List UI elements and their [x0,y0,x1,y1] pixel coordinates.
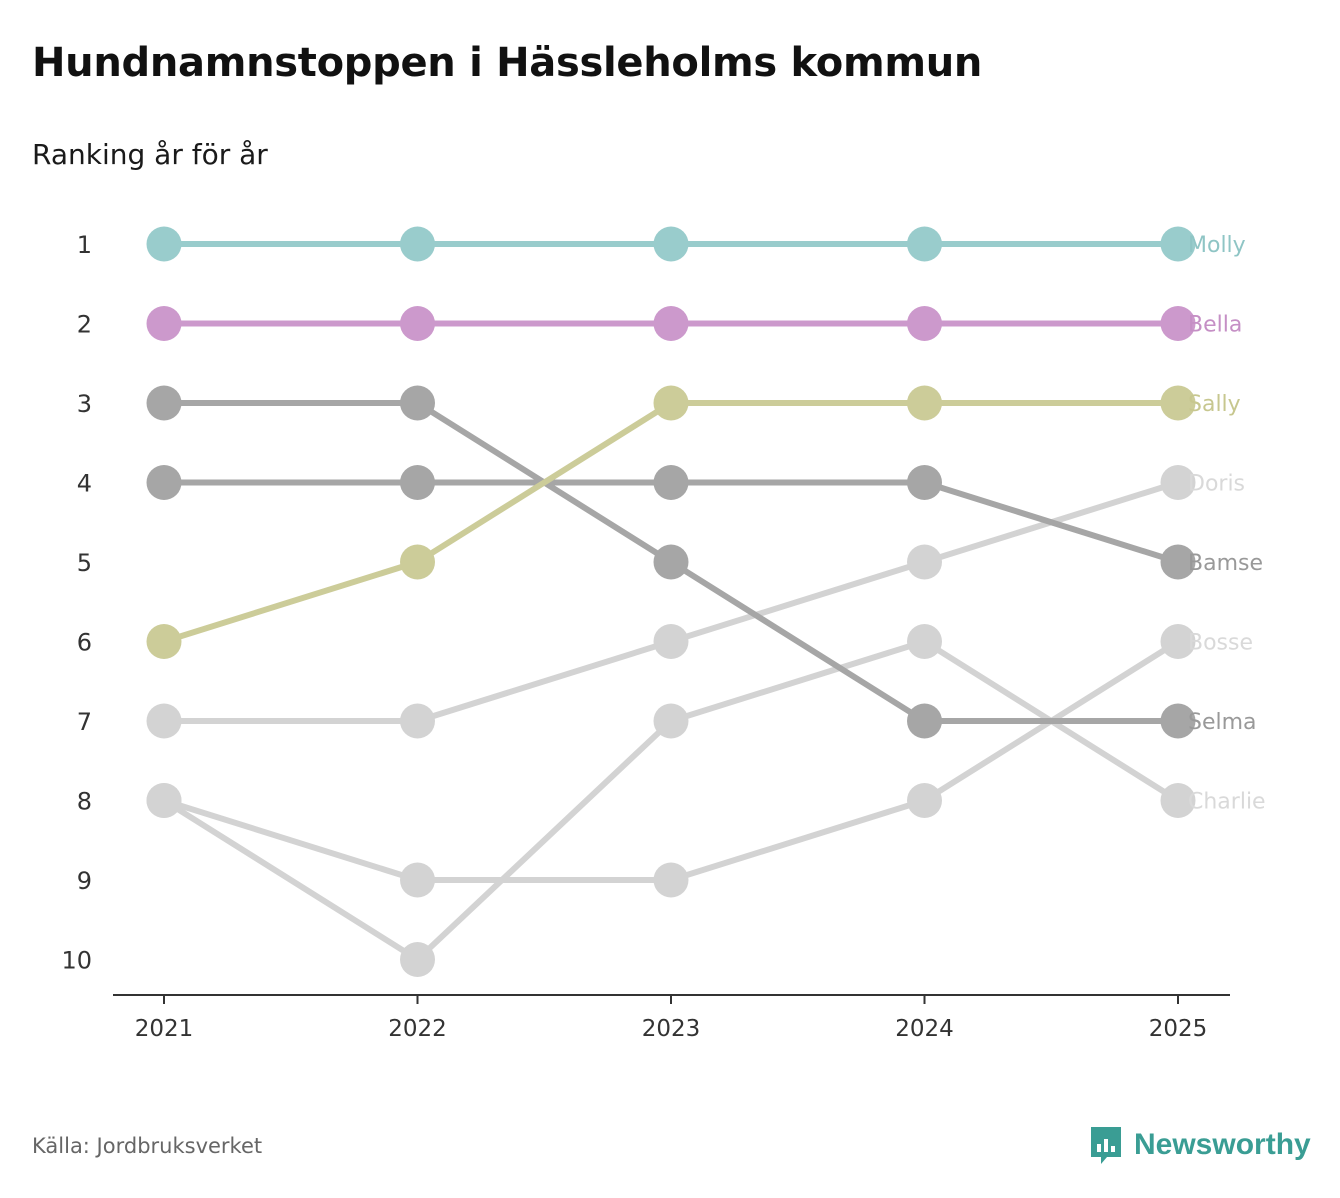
series-end-label: Sally [1188,392,1241,417]
y-tick-label: 7 [77,708,92,736]
y-tick-label: 10 [61,947,92,975]
series-bella: Bella [146,306,1242,341]
data-point[interactable] [1160,226,1196,262]
data-point[interactable] [653,624,689,659]
data-point[interactable] [1160,703,1196,739]
data-point[interactable] [653,544,689,580]
data-point[interactable] [1160,465,1196,500]
data-point[interactable] [146,226,182,262]
data-point[interactable] [907,465,942,500]
source-note: Källa: Jordbruksverket [32,1134,263,1158]
data-point[interactable] [400,703,435,739]
data-point[interactable] [400,862,435,898]
chart-subtitle: Ranking år för år [32,138,268,171]
series-end-label: Selma [1188,710,1257,735]
x-axis: 2021 2022 2023 2024 2025 [113,994,1230,1042]
series-end-label: Charlie [1188,790,1266,815]
series-end-label: Doris [1188,472,1245,497]
y-tick-label: 5 [77,549,92,577]
bar-chart-speech-bubble-icon [1091,1127,1121,1164]
chart-title: Hundnamnstoppen i Hässleholms kommun [32,40,983,86]
series-bosse: Bosse [146,624,1253,898]
x-tick-label: 2022 [388,1016,447,1042]
data-point[interactable] [400,465,435,500]
series-line [161,479,1181,724]
data-point[interactable] [146,306,182,341]
data-point[interactable] [907,544,942,580]
data-point[interactable] [400,306,435,341]
data-point[interactable] [907,306,942,341]
data-point[interactable] [1160,544,1196,580]
data-point[interactable] [1160,624,1196,659]
data-point[interactable] [146,783,182,818]
data-point[interactable] [907,703,942,739]
data-point[interactable] [653,226,689,262]
data-point[interactable] [653,862,689,898]
data-point[interactable] [146,624,182,659]
y-tick-label: 3 [77,390,92,418]
series-charlie: Charlie [146,624,1266,977]
series-selma: Selma [146,385,1257,739]
data-point[interactable] [653,465,689,500]
x-tick-label: 2021 [135,1016,194,1042]
y-tick-label: 1 [77,231,92,259]
data-point[interactable] [907,783,942,818]
data-point[interactable] [400,942,435,977]
y-axis: 1 2 3 4 5 6 7 8 9 10 [61,231,92,975]
series-end-label: Bella [1188,313,1242,338]
series-end-label: Bamse [1188,551,1263,576]
series-line [161,400,1181,645]
brand-name: Newsworthy [1134,1128,1311,1161]
data-point[interactable] [146,703,182,739]
y-tick-label: 2 [77,311,92,339]
data-point[interactable] [146,465,182,500]
series-doris: Doris [146,465,1245,739]
series-line [161,638,1181,883]
data-point[interactable] [907,624,942,659]
series-layer: Charlie Bosse Doris Selma Bamse Sally Bella Mol… [146,226,1266,977]
data-point[interactable] [400,544,435,580]
series-end-label: Bosse [1188,631,1253,656]
data-point[interactable] [1160,783,1196,818]
series-sally: Sally [146,385,1241,659]
series-molly: Molly [146,226,1246,262]
data-point[interactable] [400,385,435,421]
series-line [161,638,1181,963]
y-tick-label: 6 [77,629,92,657]
data-point[interactable] [907,385,942,421]
data-point[interactable] [653,385,689,421]
y-tick-label: 4 [77,470,92,498]
data-point[interactable] [653,703,689,739]
x-tick-label: 2023 [642,1016,701,1042]
series-bamse: Bamse [146,465,1263,580]
y-tick-label: 9 [77,867,92,895]
data-point[interactable] [653,306,689,341]
data-point[interactable] [1160,306,1196,341]
x-tick-label: 2025 [1149,1016,1208,1042]
brand-logo[interactable]: Newsworthy [1088,1124,1311,1166]
data-point[interactable] [146,385,182,421]
data-point[interactable] [907,226,942,262]
data-point[interactable] [400,226,435,262]
y-tick-label: 8 [77,788,92,816]
data-point[interactable] [1160,385,1196,421]
series-end-label: Molly [1188,233,1246,258]
x-tick-label: 2024 [895,1016,954,1042]
